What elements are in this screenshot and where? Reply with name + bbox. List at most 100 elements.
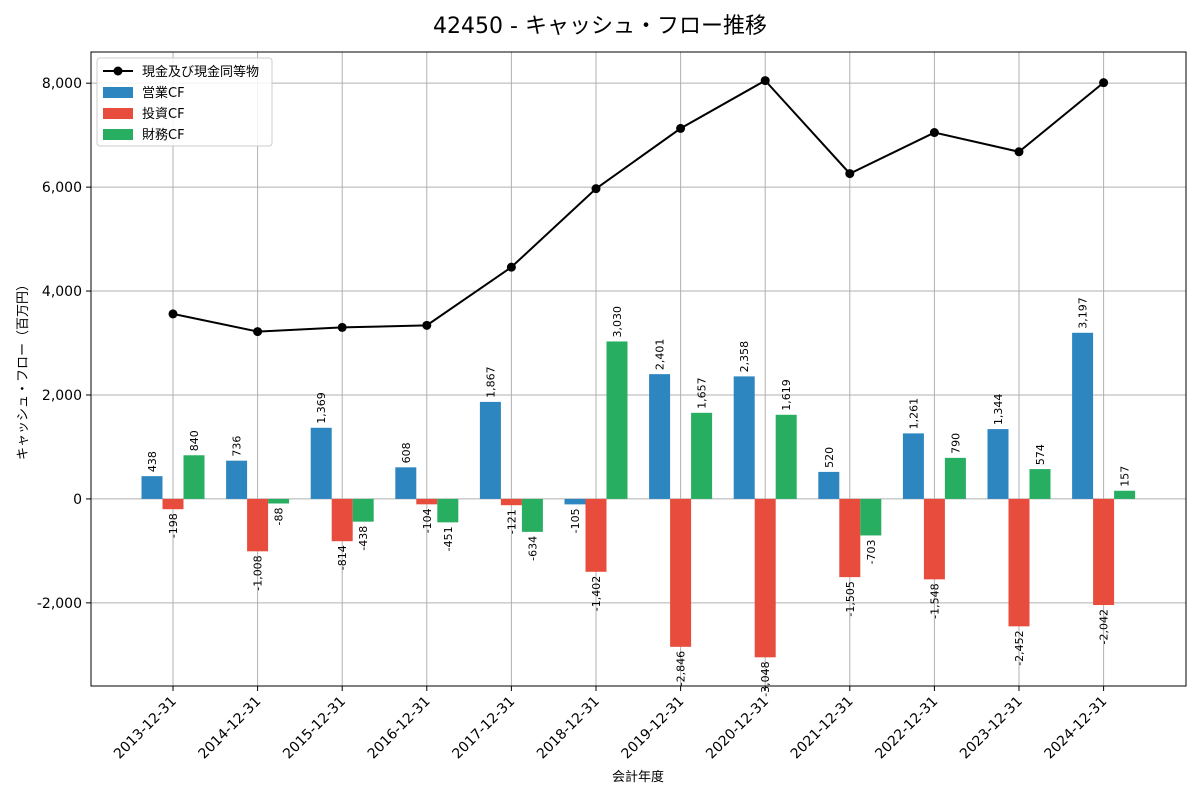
bar xyxy=(1114,490,1136,499)
x-tick-label: 2017-12-31 xyxy=(449,694,518,763)
bar-value-label: 574 xyxy=(1034,444,1047,465)
bar-value-label: -1,402 xyxy=(590,576,603,611)
bar-value-label: -121 xyxy=(505,509,518,534)
bar-value-label: -703 xyxy=(865,539,878,564)
bar xyxy=(416,498,438,505)
bar xyxy=(987,429,1009,499)
data-labels: 438 736 1,369 608 1,867 -105 2,401 2,358 520 1,26… xyxy=(146,297,1132,697)
bar-value-label: -105 xyxy=(569,508,582,533)
bar xyxy=(754,498,776,658)
bar xyxy=(649,374,671,499)
y-axis-ticks: -2,000 0 2,000 4,000 6,000 8,000 xyxy=(37,76,91,612)
cash-line-path xyxy=(172,79,1105,333)
bar-value-label: -814 xyxy=(336,545,349,570)
bar xyxy=(183,455,205,499)
x-tick-label: 2018-12-31 xyxy=(534,694,603,763)
bar xyxy=(1029,469,1051,499)
bar xyxy=(162,498,184,510)
bar-value-label: 840 xyxy=(188,430,201,451)
x-tick-label: 2021-12-31 xyxy=(788,694,857,763)
bar-value-label: 2,401 xyxy=(654,339,667,371)
y-axis-label: キャッシュ・フロー（百万円） xyxy=(16,278,31,460)
bar-value-label: -1,505 xyxy=(844,581,857,616)
cash-line-point xyxy=(337,322,347,332)
chart-title: 42450 - キャッシュ・フロー推移 xyxy=(433,14,767,39)
x-axis-label: 会計年度 xyxy=(612,769,664,785)
cash-line-point xyxy=(845,169,855,179)
legend-line-dot xyxy=(113,66,123,76)
bar-value-label: -88 xyxy=(273,507,286,525)
cash-line-point xyxy=(422,320,432,330)
bar xyxy=(670,498,692,647)
x-tick-label: 2019-12-31 xyxy=(619,694,688,763)
legend-label: 投資CF xyxy=(142,106,185,122)
bar xyxy=(818,471,840,499)
bar xyxy=(500,498,522,506)
bar-value-label: -3,048 xyxy=(759,661,772,696)
plot-frame xyxy=(90,51,1187,687)
bar-value-label: 3,030 xyxy=(611,306,624,338)
y-tick-label: 2,000 xyxy=(42,388,82,404)
bar-value-label: -2,846 xyxy=(675,651,688,686)
bar xyxy=(352,498,374,522)
legend-swatch xyxy=(103,108,133,119)
bar xyxy=(839,498,861,578)
bar xyxy=(564,498,586,505)
bar xyxy=(479,401,501,499)
legend-label: 財務CF xyxy=(142,128,185,143)
bar xyxy=(226,460,248,499)
x-tick-label: 2016-12-31 xyxy=(365,694,434,763)
cash-line-point xyxy=(1099,78,1109,88)
bar-value-label: 608 xyxy=(400,442,413,463)
bar-value-label: -634 xyxy=(526,536,539,561)
bar-value-label: 790 xyxy=(949,433,962,454)
bar xyxy=(141,476,163,499)
cash-line-point xyxy=(760,76,770,86)
legend-swatch xyxy=(103,87,133,98)
bar-value-label: 1,657 xyxy=(696,377,709,409)
y-tick-label: 4,000 xyxy=(42,284,82,300)
bar xyxy=(310,427,332,499)
x-axis-ticks: 2013-12-31 2014-12-31 2015-12-31 2016-12-31… xyxy=(111,686,1110,762)
bar xyxy=(437,498,459,523)
bar-value-label: 520 xyxy=(823,447,836,468)
bar-value-label: -2,042 xyxy=(1098,609,1111,644)
cash-line-point xyxy=(253,327,263,337)
x-tick-label: 2024-12-31 xyxy=(1042,694,1111,763)
bar-value-label: 1,369 xyxy=(315,392,328,424)
bar-value-label: 736 xyxy=(231,436,244,457)
bar-value-label: 438 xyxy=(146,451,159,472)
bar-value-label: -104 xyxy=(421,508,434,533)
bar-value-label: -1,548 xyxy=(928,583,941,618)
bar xyxy=(902,433,924,499)
bar-value-label: -438 xyxy=(357,526,370,551)
bar xyxy=(247,498,269,552)
cash-line-point xyxy=(591,184,601,194)
bar xyxy=(1072,332,1094,499)
bar-value-label: 2,358 xyxy=(738,341,751,373)
cash-line-point xyxy=(506,262,516,272)
y-tick-label: 0 xyxy=(73,492,82,508)
bar xyxy=(268,498,290,504)
cash-line xyxy=(168,76,1109,337)
legend-swatch xyxy=(103,129,133,140)
x-tick-label: 2014-12-31 xyxy=(196,694,265,763)
bar xyxy=(691,412,713,499)
bar xyxy=(395,467,417,499)
bar xyxy=(606,341,628,499)
bar-value-label: -1,008 xyxy=(252,555,265,590)
x-tick-label: 2015-12-31 xyxy=(280,694,349,763)
bar xyxy=(331,498,353,542)
legend-label: 営業CF xyxy=(142,85,185,101)
bar xyxy=(775,414,797,499)
x-tick-label: 2013-12-31 xyxy=(111,694,180,763)
legend-label: 現金及び現金同等物 xyxy=(142,64,259,80)
bar-value-label: 1,344 xyxy=(992,394,1005,426)
x-tick-label: 2023-12-31 xyxy=(957,694,1026,763)
bar-value-label: 1,261 xyxy=(907,398,920,430)
cash-line-point xyxy=(168,309,178,319)
cash-line-point xyxy=(929,128,939,138)
bar-value-label: -198 xyxy=(167,513,180,538)
